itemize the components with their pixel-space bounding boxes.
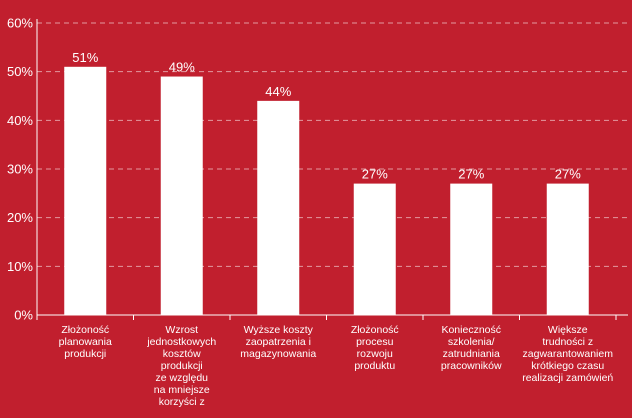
category-label-1-line-3: produkcji (161, 360, 203, 372)
category-label-4-line-0: Konieczność (441, 324, 501, 336)
category-label-1-line-4: ze względu (155, 372, 208, 384)
category-label-4: Konieczność szkolenia/zatrudniania pracown… (441, 324, 502, 372)
y-tick-label-60: 60% (7, 16, 33, 31)
category-label-3-line-2: rozwoju (357, 348, 393, 360)
data-label-3: 27% (362, 167, 388, 182)
bar-5 (546, 183, 589, 315)
data-label-1: 49% (169, 60, 195, 75)
category-label-1-line-1: jednostkowych (146, 336, 216, 348)
grid-lines (37, 22, 628, 267)
data-label-4: 27% (458, 167, 484, 182)
bars (64, 66, 589, 316)
y-tick-label-0: 0% (14, 308, 33, 323)
category-label-4-line-3: pracowników (441, 360, 502, 372)
bar-4 (450, 183, 493, 315)
category-label-1-line-0: Wzrost (165, 324, 198, 336)
category-label-3-line-3: produktu (354, 360, 395, 372)
category-label-2-line-0: Wyższe koszty (244, 324, 314, 336)
bar-2 (257, 100, 300, 315)
bar-0 (64, 66, 107, 315)
bar-1 (160, 76, 203, 316)
category-label-5-line-0: Większe (548, 324, 588, 336)
category-label-3: Złożoność procesu rozwoju produktu (351, 324, 399, 372)
category-label-5-line-1: trudności z (542, 336, 593, 348)
labels: 0%10%20%30%40%50%60%51%Złożoność planowan… (7, 16, 613, 409)
data-label-0: 51% (72, 50, 98, 65)
category-label-2-line-2: magazynowania (240, 348, 316, 360)
category-label-3-line-1: procesu (356, 336, 394, 348)
category-label-4-line-1: szkolenia/ (448, 336, 495, 348)
category-label-5-line-3: krótkiego czasu (531, 360, 604, 372)
y-tick-label-50: 50% (7, 64, 33, 79)
category-label-2-line-1: zaopatrzenia i (246, 336, 311, 348)
category-label-1-line-5: na mniejsze (154, 384, 210, 396)
bar-3 (353, 183, 396, 315)
category-label-5: Większe trudności z zagwarantowaniem krótki… (522, 324, 613, 384)
category-label-2: Wyższe koszty zaopatrzenia i magazynowania (240, 324, 316, 360)
y-tick-label-30: 30% (7, 162, 33, 177)
category-label-3-line-0: Złożoność (351, 324, 399, 336)
category-label-5-line-2: zagwarantowaniem (523, 348, 614, 360)
category-label-0: Złożoność planowania produkcji (59, 324, 112, 360)
category-label-0-line-2: produkcji (64, 348, 106, 360)
category-label-1-line-6: korzyści z (159, 396, 205, 408)
axes (36, 19, 628, 320)
category-label-1: Wzrost jednostkowych kosztów produkcji ze wz… (146, 324, 216, 408)
category-label-0-line-0: Złożoność (61, 324, 109, 336)
y-tick-label-40: 40% (7, 113, 33, 128)
y-tick-label-20: 20% (7, 210, 33, 225)
category-label-0-line-1: planowania (59, 336, 112, 348)
data-label-2: 44% (265, 84, 291, 99)
category-label-4-line-2: zatrudniania (443, 348, 500, 360)
category-label-5-line-4: realizacji zamówień (522, 372, 613, 384)
category-label-1-line-2: kosztów (163, 348, 201, 360)
data-label-5: 27% (555, 167, 581, 182)
y-tick-label-10: 10% (7, 259, 33, 274)
